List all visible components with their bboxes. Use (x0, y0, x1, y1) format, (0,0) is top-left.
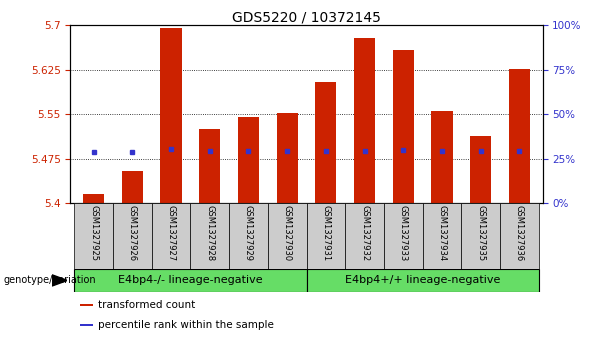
Bar (432, 111, 452, 203)
Bar (152, 203, 191, 269)
Bar (306, 269, 539, 292)
Bar (80, 324, 93, 326)
Text: GSM1327928: GSM1327928 (205, 205, 215, 261)
Bar (122, 171, 143, 203)
Bar (238, 117, 259, 203)
Text: GSM1327932: GSM1327932 (360, 205, 369, 261)
Bar (83, 194, 104, 203)
Bar (392, 50, 414, 203)
Text: transformed count: transformed count (98, 301, 195, 310)
Text: GSM1327925: GSM1327925 (89, 205, 98, 261)
Bar (461, 203, 500, 269)
Bar (276, 113, 298, 203)
Bar (315, 82, 337, 203)
Bar (470, 136, 491, 203)
Bar (199, 129, 221, 203)
Text: GSM1327935: GSM1327935 (476, 205, 485, 261)
Bar (422, 203, 461, 269)
Bar (74, 269, 306, 292)
Bar (384, 203, 422, 269)
Text: E4bp4-/- lineage-negative: E4bp4-/- lineage-negative (118, 276, 263, 285)
Text: E4bp4+/+ lineage-negative: E4bp4+/+ lineage-negative (345, 276, 500, 285)
Text: genotype/variation: genotype/variation (3, 276, 96, 285)
Bar (113, 203, 152, 269)
Text: GSM1327929: GSM1327929 (244, 205, 253, 261)
Bar (161, 28, 181, 203)
Text: GSM1327934: GSM1327934 (438, 205, 446, 261)
Bar (306, 203, 345, 269)
Text: GSM1327933: GSM1327933 (398, 205, 408, 261)
Text: percentile rank within the sample: percentile rank within the sample (98, 320, 274, 330)
Text: GSM1327931: GSM1327931 (321, 205, 330, 261)
Title: GDS5220 / 10372145: GDS5220 / 10372145 (232, 10, 381, 24)
Bar (191, 203, 229, 269)
Bar (80, 305, 93, 306)
Text: GSM1327936: GSM1327936 (515, 205, 524, 261)
Bar (229, 203, 268, 269)
Bar (509, 69, 530, 203)
Polygon shape (52, 275, 67, 286)
Text: GSM1327930: GSM1327930 (283, 205, 292, 261)
Bar (74, 203, 113, 269)
Bar (268, 203, 306, 269)
Bar (500, 203, 539, 269)
Bar (354, 38, 375, 203)
Text: GSM1327926: GSM1327926 (128, 205, 137, 261)
Bar (345, 203, 384, 269)
Text: GSM1327927: GSM1327927 (167, 205, 175, 261)
